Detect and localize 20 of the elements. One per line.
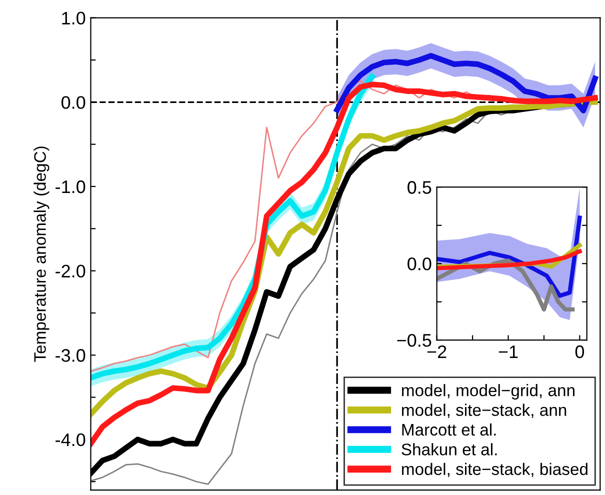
y-tick-label: 0.5 [408,181,432,194]
x-tick-label: −1 [498,346,518,358]
x-tick-label: −2 [427,345,446,358]
legend-label: model, model−grid, ann [402,384,574,400]
y-tick-label: −0.5 [397,334,432,347]
legend-label: model, site−stack, biased [402,462,588,478]
y-tick-label: -3.0 [56,349,86,362]
legend-label: model, site−stack, ann [402,404,566,418]
y-tick-label: 1.0 [62,12,86,25]
y-tick-label: -1.0 [56,180,86,194]
y-axis-title: Temperature anomaly (degC) [34,146,50,362]
y-tick-label: -4.0 [56,433,86,446]
line-series [436,216,582,298]
y-tick-label: 0.0 [408,258,432,270]
legend-label: Marcott et al. [402,423,496,436]
line-series [436,249,582,270]
y-tick-label: 0.0 [61,96,86,109]
x-tick-label: 0 [575,345,584,358]
legend-label: Shakun et al. [402,443,497,456]
y-tick-label: -2.0 [56,264,86,278]
